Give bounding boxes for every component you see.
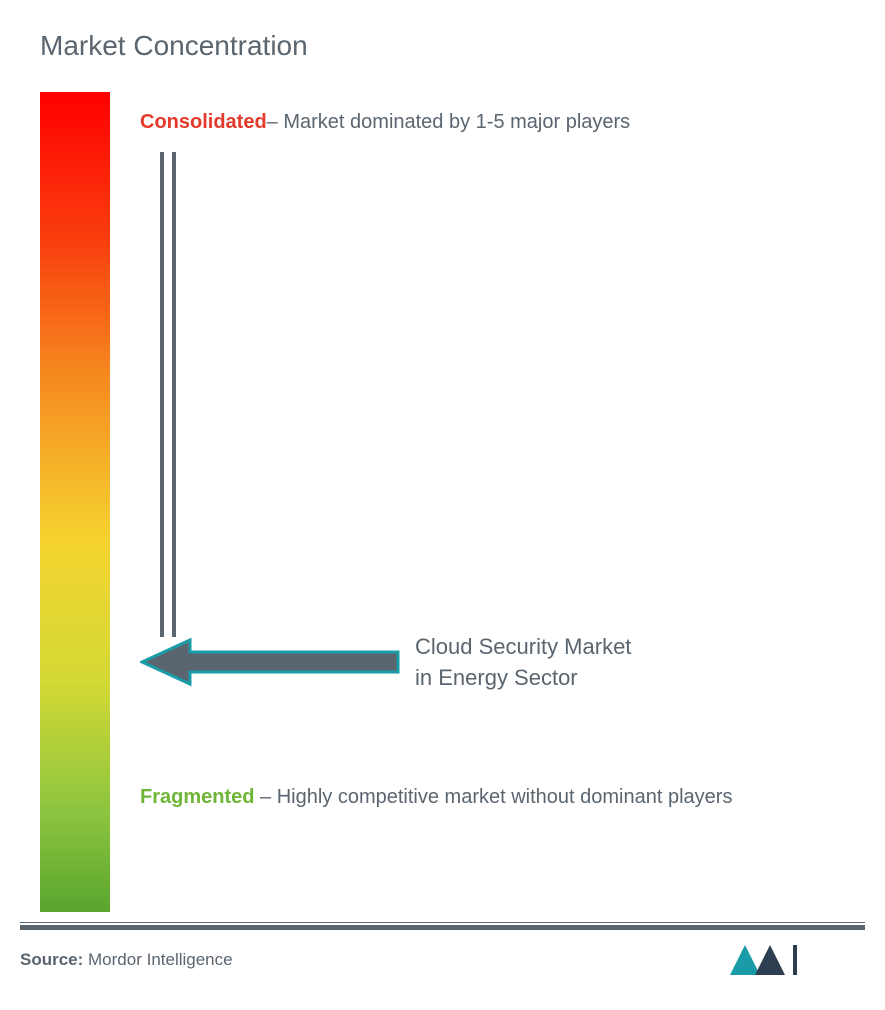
labels-area: Consolidated– Market dominated by 1-5 ma…: [140, 92, 845, 912]
fragmented-term: Fragmented: [140, 786, 254, 808]
bracket-line-1: [160, 152, 164, 637]
page-title: Market Concentration: [40, 30, 845, 62]
mordor-logo-icon: [725, 940, 865, 980]
bracket-line-2: [172, 152, 176, 637]
consolidated-desc: – Market dominated by 1-5 major players: [267, 111, 631, 133]
consolidated-term: Consolidated: [140, 111, 267, 133]
concentration-gradient-bar: [40, 92, 110, 912]
source-value: Mordor Intelligence: [83, 950, 232, 969]
footer-divider-thin: [20, 922, 865, 923]
infographic-container: Market Concentration Consolidated– Marke…: [0, 0, 885, 1010]
source-label: Source:: [20, 950, 83, 969]
market-name-line1: Cloud Security Market: [415, 634, 631, 659]
market-name-line2: in Energy Sector: [415, 665, 578, 690]
footer-divider-thick: [20, 925, 865, 930]
content-area: Consolidated– Market dominated by 1-5 ma…: [40, 92, 845, 912]
footer-content: Source: Mordor Intelligence: [20, 940, 865, 980]
fragmented-label: Fragmented – Highly competitive market w…: [140, 772, 732, 822]
source-text: Source: Mordor Intelligence: [20, 950, 233, 970]
pointer-arrow: [140, 632, 400, 697]
market-name-label: Cloud Security Market in Energy Sector: [415, 632, 631, 694]
footer: Source: Mordor Intelligence: [20, 910, 865, 980]
fragmented-desc: – Highly competitive market without domi…: [254, 786, 732, 808]
consolidated-label: Consolidated– Market dominated by 1-5 ma…: [140, 97, 630, 147]
